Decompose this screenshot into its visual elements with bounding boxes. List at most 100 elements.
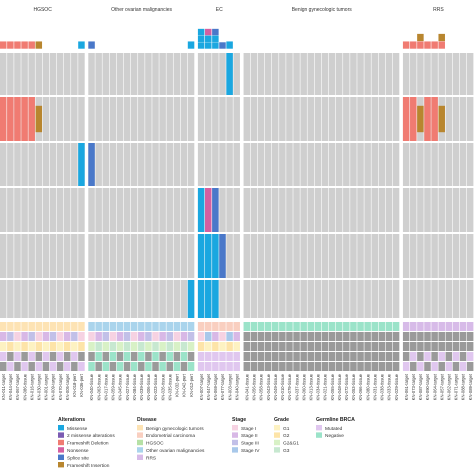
matrix-cell: [286, 53, 293, 95]
matrix-cell: [466, 234, 474, 278]
annotation-cell: [42, 362, 50, 371]
annotation-cell: [243, 362, 251, 371]
legend-swatch: [137, 454, 143, 460]
matrix-cell: [71, 143, 78, 186]
matrix-cell: [95, 188, 102, 232]
annotation-cell: [180, 322, 188, 331]
matrix-cell: [95, 53, 102, 95]
annotation-cell: [56, 332, 64, 341]
annotation-cell: [307, 332, 315, 341]
matrix-cell: [102, 280, 110, 318]
annotation-cell: [257, 332, 265, 341]
matrix-cell: [173, 53, 181, 95]
sample-label: KN-012-pert: [189, 373, 194, 397]
matrix-cell: [109, 280, 117, 318]
annotation-cell: [243, 342, 251, 351]
alteration-mark-missense: [226, 53, 233, 95]
annotation-cell: [257, 322, 265, 331]
sample-label: KN-070-target: [58, 373, 63, 400]
bar-segment: [187, 41, 195, 49]
bar-segment: [212, 42, 219, 49]
legend-label: Stage III: [241, 441, 259, 447]
annotation-cell: [205, 322, 212, 331]
sample-label: KN-060-tissue: [301, 373, 306, 400]
sample-label: KN-031-tissue: [372, 373, 377, 400]
annotation-cell: [78, 342, 85, 351]
matrix-cell: [78, 97, 85, 141]
matrix-cell: [350, 53, 357, 95]
matrix-cell: [138, 280, 145, 318]
matrix-cell: [21, 234, 28, 278]
annotation-cell: [452, 322, 460, 331]
matrix-cell: [205, 53, 212, 95]
matrix-cell: [364, 188, 371, 232]
sample-label: KN-036-pert: [79, 373, 84, 397]
annotation-cell: [385, 352, 393, 361]
matrix-cell: [145, 53, 152, 95]
annotation-cell: [63, 342, 71, 351]
annotation-cell: [445, 342, 453, 351]
annotation-cell: [78, 362, 85, 371]
matrix-cell: [123, 143, 131, 186]
matrix-cell: [417, 280, 424, 318]
matrix-cell: [78, 188, 85, 232]
sample-label: KN-087-target: [418, 373, 423, 400]
legend-swatch: [274, 425, 280, 431]
matrix-cell: [35, 143, 43, 186]
matrix-cell: [417, 53, 424, 95]
annotation-cell: [152, 332, 159, 341]
matrix-cell: [438, 188, 445, 232]
matrix-cell: [95, 280, 102, 318]
matrix-cell: [109, 97, 117, 141]
annotation-cell: [378, 332, 386, 341]
matrix-cell: [378, 53, 386, 95]
annotation-cell: [226, 352, 233, 361]
annotation-cell: [445, 322, 453, 331]
annotation-cell: [42, 352, 50, 361]
matrix-cell: [371, 97, 378, 141]
annotation-cell: [226, 322, 233, 331]
annotation-cell: [7, 352, 14, 361]
matrix-cell: [138, 234, 145, 278]
matrix-cell: [250, 188, 258, 232]
matrix-cell: [452, 188, 460, 232]
sample-label: KN-071-target: [454, 373, 459, 400]
annotation-cell: [417, 342, 424, 351]
matrix-cell: [300, 143, 307, 186]
bar-segment: [205, 42, 212, 49]
matrix-cell: [424, 143, 431, 186]
annotation-cell: [109, 332, 117, 341]
annotation-cell: [226, 332, 233, 341]
annotation-cell: [56, 342, 64, 351]
sample-label: KN-011-target: [1, 373, 6, 400]
annotation-cell: [417, 352, 424, 361]
sample-label: KN-048-tissue: [337, 373, 342, 400]
annotation-cell: [212, 332, 219, 341]
matrix-cell: [88, 97, 95, 141]
annotation-cell: [138, 352, 145, 361]
alteration-mark-missense: [212, 234, 219, 278]
matrix-cell: [130, 188, 138, 232]
matrix-cell: [49, 234, 57, 278]
annotation-cell: [343, 322, 350, 331]
matrix-cell: [300, 234, 307, 278]
matrix-cell: [14, 188, 21, 232]
annotation-cell: [286, 352, 293, 361]
matrix-cell: [307, 188, 315, 232]
annotation-cell: [21, 352, 28, 361]
annotation-cell: [205, 332, 212, 341]
matrix-cell: [219, 53, 226, 95]
annotation-cell: [452, 332, 460, 341]
legend-label: Nonsense: [67, 448, 89, 454]
matrix-cell: [357, 188, 364, 232]
sample-label: KN-077-target: [220, 373, 225, 400]
annotation-cell: [385, 332, 393, 341]
matrix-cell: [293, 143, 300, 186]
matrix-cell: [364, 234, 371, 278]
matrix-cell: [392, 188, 400, 232]
annotation-cell: [159, 322, 166, 331]
matrix-cell: [343, 234, 350, 278]
legend-swatch: [58, 447, 64, 453]
annotation-cell: [130, 352, 138, 361]
matrix-cell: [159, 280, 166, 318]
